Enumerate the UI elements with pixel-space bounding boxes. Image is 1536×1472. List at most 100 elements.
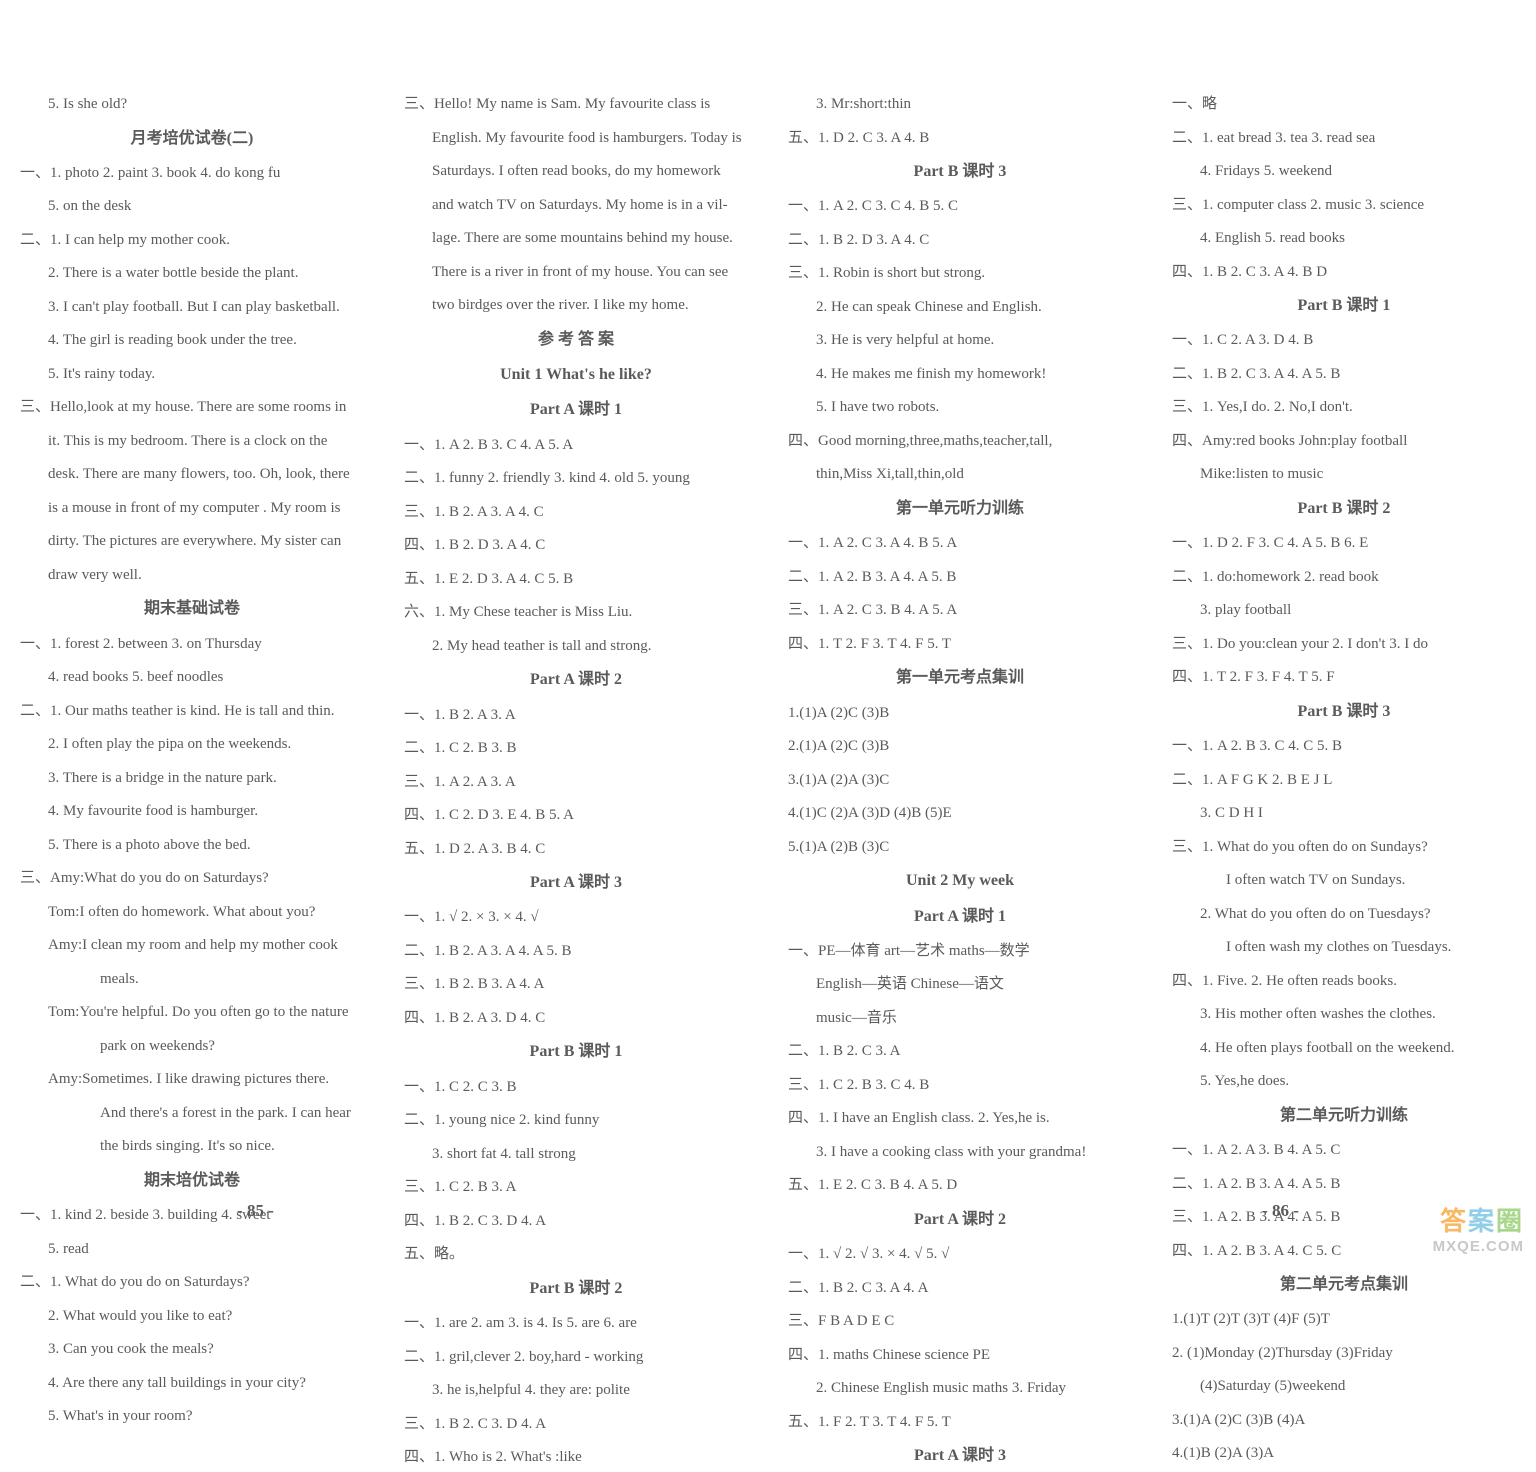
answer-line: 二、1. funny 2. friendly 3. kind 4. old 5.… <box>404 464 748 493</box>
answer-line: 三、1. A 2. A 3. A <box>404 768 748 797</box>
answer-line: it. This is my bedroom. There is a clock… <box>20 427 364 456</box>
answer-line: 1.(1)T (2)T (3)T (4)F (5)T <box>1172 1305 1516 1334</box>
column-4: 一、略二、1. eat bread 3. tea 3. read sea4. F… <box>1172 90 1516 1221</box>
answer-line: English—英语 Chinese—语文 <box>788 970 1132 999</box>
answer-line: 一、1. C 2. A 3. D 4. B <box>1172 326 1516 355</box>
answer-line: 三、1. Robin is short but strong. <box>788 259 1132 288</box>
answer-line: 一、1. photo 2. paint 3. book 4. do kong f… <box>20 159 364 188</box>
answer-line: And there's a forest in the park. I can … <box>20 1099 364 1128</box>
page-number-right: - 86 - <box>1262 1201 1299 1221</box>
answer-line: 六、1. My Chese teacher is Miss Liu. <box>404 598 748 627</box>
section-title: Part A 课时 3 <box>404 868 748 898</box>
answer-line: music—音乐 <box>788 1004 1132 1033</box>
answer-line: 四、Good morning,three,maths,teacher,tall, <box>788 427 1132 456</box>
section-title: 第二单元考点集训 <box>1172 1270 1516 1300</box>
watermark-logo: 答案圈 <box>1433 1201 1524 1238</box>
answer-line: 5.(1)A (2)B (3)C <box>788 833 1132 862</box>
section-title: Part B 课时 3 <box>788 157 1132 187</box>
section-title: Unit 2 My week <box>788 866 1132 896</box>
answer-line: the birds singing. It's so nice. <box>20 1132 364 1161</box>
watermark-url: MXQE.COM <box>1433 1238 1524 1255</box>
section-title: 月考培优试卷(二) <box>20 124 364 154</box>
watermark: 答案圈 MXQE.COM <box>1433 1201 1524 1255</box>
answer-line: 4.(1)B (2)A (3)A <box>1172 1439 1516 1468</box>
answer-line: 3. I have a cooking class with your gran… <box>788 1138 1132 1167</box>
page-number-left: - 85 - <box>237 1201 274 1221</box>
section-title: Part B 课时 1 <box>404 1037 748 1067</box>
answer-line: 四、1. T 2. F 3. T 4. F 5. T <box>788 630 1132 659</box>
answer-line: 二、1. B 2. D 3. A 4. C <box>788 226 1132 255</box>
answer-line: Tom:You're helpful. Do you often go to t… <box>20 998 364 1027</box>
answer-line: Tom:I often do homework. What about you? <box>20 898 364 927</box>
answer-line: 二、1. B 2. C 3. A 4. A <box>788 1274 1132 1303</box>
answer-line: 三、1. Yes,I do. 2. No,I don't. <box>1172 393 1516 422</box>
answer-line: 二、1. What do you do on Saturdays? <box>20 1268 364 1297</box>
answer-line: 四、1. B 2. A 3. D 4. C <box>404 1004 748 1033</box>
answer-line: park on weekends? <box>20 1032 364 1061</box>
answer-line: 一、1. are 2. am 3. is 4. Is 5. are 6. are <box>404 1309 748 1338</box>
answer-line: 4. My favourite food is hamburger. <box>20 797 364 826</box>
answer-line: 三、1. C 2. B 3. C 4. B <box>788 1071 1132 1100</box>
answer-line: 一、1. D 2. F 3. C 4. A 5. B 6. E <box>1172 529 1516 558</box>
answer-line: 二、1. Our maths teather is kind. He is ta… <box>20 697 364 726</box>
section-title: Unit 1 What's he like? <box>404 360 748 390</box>
answer-line: I often watch TV on Sundays. <box>1172 866 1516 895</box>
answer-line: 三、1. A 2. C 3. B 4. A 5. A <box>788 596 1132 625</box>
answer-line: lage. There are some mountains behind my… <box>404 224 748 253</box>
answer-line: 3. C D H I <box>1172 799 1516 828</box>
answer-line: 3. Can you cook the meals? <box>20 1335 364 1364</box>
section-title: Part A 课时 2 <box>404 665 748 695</box>
answer-line: 五、略。 <box>404 1240 748 1269</box>
answer-line: There is a river in front of my house. Y… <box>404 258 748 287</box>
column-3: 3. Mr:short:thin五、1. D 2. C 3. A 4. BPar… <box>788 90 1132 1221</box>
answer-line: 一、1. A 2. B 3. C 4. A 5. A <box>404 431 748 460</box>
section-title: Part A 课时 3 <box>788 1441 1132 1471</box>
answer-line: 一、1. √ 2. × 3. × 4. √ <box>404 903 748 932</box>
answer-line: 五、1. D 2. A 3. B 4. C <box>404 835 748 864</box>
answer-line: 2. My head teather is tall and strong. <box>404 632 748 661</box>
answer-line: 4.(1)C (2)A (3)D (4)B (5)E <box>788 799 1132 828</box>
answer-line: 4. Fridays 5. weekend <box>1172 157 1516 186</box>
answer-line: 三、Hello,look at my house. There are some… <box>20 393 364 422</box>
answer-line: 3.(1)A (2)A (3)C <box>788 766 1132 795</box>
answer-line: 三、1. B 2. C 3. D 4. A <box>404 1410 748 1439</box>
answer-line: 四、1. Five. 2. He often reads books. <box>1172 967 1516 996</box>
section-title: Part A 课时 1 <box>404 395 748 425</box>
answer-line: 5. on the desk <box>20 192 364 221</box>
answer-line: 一、1. A 2. A 3. B 4. A 5. C <box>1172 1136 1516 1165</box>
answer-line: 四、1. B 2. D 3. A 4. C <box>404 531 748 560</box>
answer-line: 3. he is,helpful 4. they are: polite <box>404 1376 748 1405</box>
answer-line: 二、1. young nice 2. kind funny <box>404 1106 748 1135</box>
section-title: 第一单元听力训练 <box>788 494 1132 524</box>
answer-line: 5. Yes,he does. <box>1172 1067 1516 1096</box>
answer-line: 4. English 5. read books <box>1172 224 1516 253</box>
answer-line: 五、1. E 2. D 3. A 4. C 5. B <box>404 565 748 594</box>
answer-line: Mike:listen to music <box>1172 460 1516 489</box>
answer-line: dirty. The pictures are everywhere. My s… <box>20 527 364 556</box>
answer-line: 2. He can speak Chinese and English. <box>788 293 1132 322</box>
answer-line: 三、1. B 2. A 3. A 4. C <box>404 498 748 527</box>
answer-line: thin,Miss Xi,tall,thin,old <box>788 460 1132 489</box>
answer-line: meals. <box>20 965 364 994</box>
page-numbers-row: - 85 - - 86 - <box>0 1191 1536 1221</box>
answer-line: 三、1. Do you:clean your 2. I don't 3. I d… <box>1172 630 1516 659</box>
answer-line: is a mouse in front of my computer . My … <box>20 494 364 523</box>
answer-line: 1.(1)A (2)C (3)B <box>788 699 1132 728</box>
answer-line: 四、1. I have an English class. 2. Yes,he … <box>788 1104 1132 1133</box>
answer-line: draw very well. <box>20 561 364 590</box>
page-container: 5. Is she old?月考培优试卷(二)一、1. photo 2. pai… <box>20 90 1516 1221</box>
answer-line: 一、1. A 2. C 3. A 4. B 5. A <box>788 529 1132 558</box>
answer-line: 2. There is a water bottle beside the pl… <box>20 259 364 288</box>
answer-line: 四、1. C 2. D 3. E 4. B 5. A <box>404 801 748 830</box>
answer-line: 2. (1)Monday (2)Thursday (3)Friday <box>1172 1339 1516 1368</box>
answer-line: 3.(1)A (2)C (3)B (4)A <box>1172 1406 1516 1435</box>
answer-line: 一、1. A 2. B 3. C 4. C 5. B <box>1172 732 1516 761</box>
answer-line: 4. He makes me finish my homework! <box>788 360 1132 389</box>
answer-line: 二、1. C 2. B 3. B <box>404 734 748 763</box>
answer-line: 5. There is a photo above the bed. <box>20 831 364 860</box>
answer-line: 2. What do you often do on Tuesdays? <box>1172 900 1516 929</box>
watermark-char-3: 圈 <box>1496 1206 1524 1236</box>
answer-line: 3. Mr:short:thin <box>788 90 1132 119</box>
answer-line: 5. It's rainy today. <box>20 360 364 389</box>
answer-line: 三、F B A D E C <box>788 1307 1132 1336</box>
